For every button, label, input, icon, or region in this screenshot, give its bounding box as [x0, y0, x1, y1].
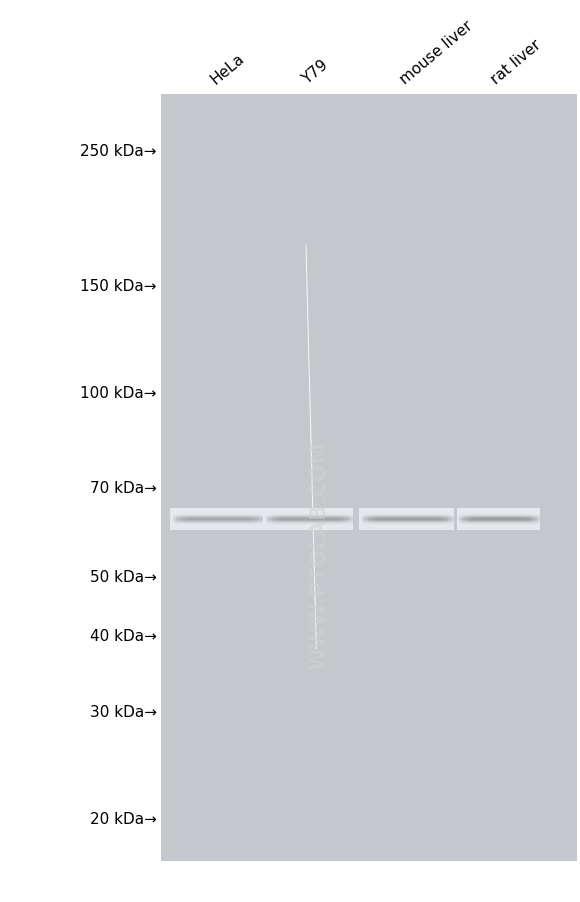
Text: 70 kDa→: 70 kDa→: [90, 480, 157, 495]
Text: 150 kDa→: 150 kDa→: [80, 279, 157, 294]
Text: 30 kDa→: 30 kDa→: [89, 704, 157, 719]
Text: Y79: Y79: [299, 58, 331, 87]
Text: HeLa: HeLa: [208, 51, 247, 87]
Text: WWW.PTGLAB.COM: WWW.PTGLAB.COM: [309, 440, 329, 669]
Text: 20 kDa→: 20 kDa→: [90, 811, 157, 826]
Text: 40 kDa→: 40 kDa→: [90, 628, 157, 643]
Text: 50 kDa→: 50 kDa→: [90, 569, 157, 584]
Text: 250 kDa→: 250 kDa→: [80, 144, 157, 159]
Text: rat liver: rat liver: [488, 38, 544, 87]
Text: 100 kDa→: 100 kDa→: [80, 386, 157, 401]
Bar: [161, 95, 577, 861]
Text: mouse liver: mouse liver: [397, 18, 475, 87]
